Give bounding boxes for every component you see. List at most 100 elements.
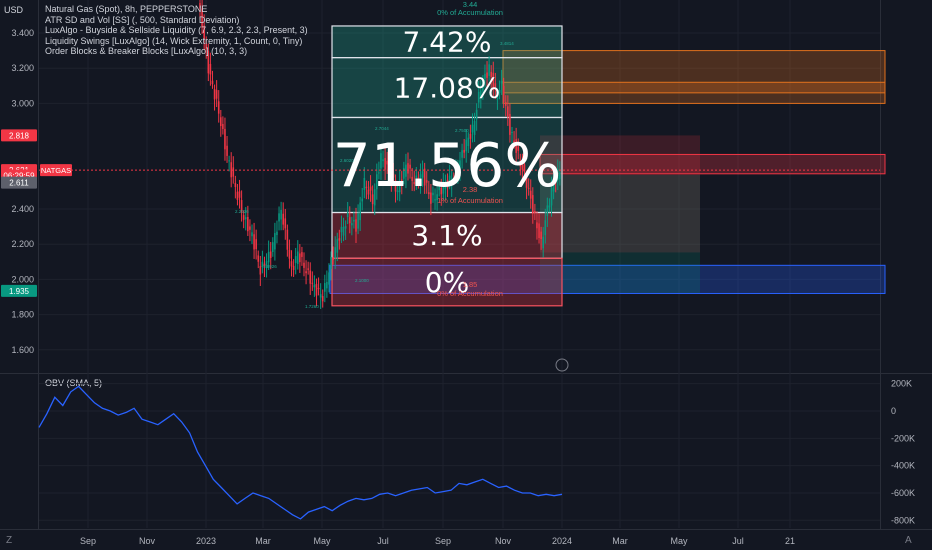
candle-body — [217, 101, 220, 114]
auto-scale-icon[interactable]: A — [905, 535, 912, 546]
swing-value-label: 1.9926 — [263, 264, 277, 269]
candle-body — [301, 252, 303, 257]
candle-body — [390, 177, 393, 181]
candle-body — [351, 223, 353, 226]
candle-body — [463, 149, 465, 153]
candle-body — [411, 176, 413, 181]
candle-body — [296, 251, 299, 265]
candle-body — [559, 172, 561, 180]
candle-body — [253, 234, 255, 250]
candle-body — [371, 194, 374, 205]
candle-body — [457, 171, 459, 176]
candle-body — [436, 194, 438, 201]
candle-body — [251, 232, 253, 237]
legend-symbol[interactable]: Natural Gas (Spot), 8h, PEPPERSTONE — [45, 4, 208, 14]
candle-body — [259, 266, 262, 275]
candle-body — [284, 218, 287, 229]
candle-body — [396, 190, 399, 193]
candle-body — [405, 164, 407, 177]
replay-icon — [555, 358, 569, 372]
candle-body — [525, 175, 528, 188]
candle-body — [365, 186, 368, 189]
candle-body — [199, 3, 201, 9]
candle-body — [373, 189, 376, 206]
range-percent-label: 3.1% — [411, 219, 482, 252]
legend-indicator-luxalgo-liquidity[interactable]: LuxAlgo - Buyside & Sellside Liquidity (… — [45, 25, 308, 35]
time-tick-label: Mar — [612, 536, 628, 546]
candle-body — [338, 238, 341, 241]
candle-body — [482, 80, 484, 91]
legend-indicator-liquidity-swings[interactable]: Liquidity Swings [LuxAlgo] (14, Wick Ext… — [45, 35, 303, 46]
price-badge-label: 1.935 — [9, 287, 30, 296]
swing-value-label: 2.2026 — [235, 209, 249, 214]
candle-body — [286, 229, 289, 250]
swing-value-label: 2.7500 — [455, 128, 469, 133]
candle-body — [413, 182, 416, 185]
legend-indicator-atr[interactable]: ATR SD and Vol [SS] (, 500, Standard Dev… — [45, 14, 240, 25]
currency-label[interactable]: USD — [4, 5, 24, 15]
candle-body — [369, 186, 372, 191]
candle-body — [315, 283, 318, 296]
candle-body — [244, 217, 247, 220]
candle-body — [267, 251, 270, 263]
symbol-tag — [40, 164, 72, 177]
candle-body — [517, 146, 520, 151]
legend-indicator-order-blocks[interactable]: Order Blocks & Breaker Blocks [LuxAlgo] … — [45, 46, 248, 56]
time-tick-label: Jul — [377, 536, 389, 546]
candle-body — [392, 173, 395, 178]
candle-body — [242, 215, 245, 220]
price-badge — [1, 129, 37, 142]
time-tick-label: 21 — [785, 536, 795, 546]
candle-body — [313, 284, 316, 288]
candle-body — [215, 90, 218, 99]
price-tick-label: 3.000 — [11, 98, 34, 108]
candle-body — [384, 158, 386, 170]
candle-body — [484, 73, 486, 80]
candle-body — [213, 89, 216, 100]
candle-body — [398, 181, 401, 193]
candle-body — [257, 255, 260, 262]
candle-body — [236, 191, 239, 200]
candle-body — [546, 205, 549, 216]
obv-tick-label: -600K — [891, 488, 915, 498]
candle-body — [211, 80, 214, 85]
price-tick-label: 1.600 — [11, 345, 34, 355]
price-badge-label: 2.818 — [9, 131, 30, 140]
candle-body — [207, 50, 210, 74]
candle-body — [307, 268, 309, 270]
candle-body — [502, 85, 505, 102]
time-tick-label: 2023 — [196, 536, 216, 546]
candle-body — [477, 91, 480, 103]
candle-body — [342, 226, 345, 236]
candle-body — [334, 247, 336, 258]
candle-body — [226, 145, 228, 156]
price-tick-label: 2.200 — [11, 239, 34, 249]
range-percent-label: 17.08% — [394, 71, 501, 104]
candle-body — [330, 256, 332, 270]
obv-tick-label: -400K — [891, 461, 915, 471]
candle-body — [480, 90, 482, 98]
candle-body — [274, 233, 276, 250]
candle-body — [359, 202, 361, 221]
candle-body — [425, 180, 428, 183]
range-percent-label: 71.56% — [333, 131, 562, 201]
candle-body — [409, 164, 411, 169]
candle-body — [471, 124, 474, 133]
order-block-bearish — [502, 50, 886, 104]
candle-body — [542, 236, 544, 249]
top-liquidity-value: 3.44 — [463, 0, 478, 9]
pane-separator — [0, 373, 932, 374]
candle-body — [428, 192, 430, 195]
liquidity-zone-distribution — [331, 211, 563, 259]
price-badge-label: 2.611 — [9, 179, 29, 188]
timezone-icon[interactable]: Z — [6, 535, 13, 546]
range-percent-label: 0% — [425, 266, 469, 299]
candle-body — [272, 242, 274, 253]
time-tick-label: Mar — [255, 536, 271, 546]
time-tick-label: Nov — [139, 536, 156, 546]
bottom-liquidity-text: 0% of Accumulation — [437, 289, 503, 298]
price-tick-label: 2.000 — [11, 274, 34, 284]
mid-liquidity-value: 2.38 — [463, 185, 478, 194]
liquidity-zone-accumulation — [331, 25, 563, 59]
